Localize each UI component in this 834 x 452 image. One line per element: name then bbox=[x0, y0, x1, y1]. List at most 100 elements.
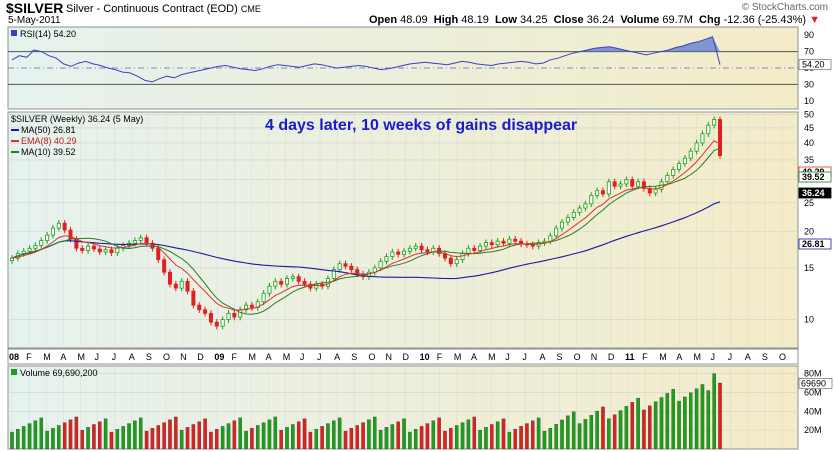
candle-body bbox=[483, 242, 488, 247]
volume-bar bbox=[162, 422, 166, 450]
volume-bar bbox=[150, 428, 155, 450]
candle-body bbox=[641, 181, 646, 189]
candle-body bbox=[302, 280, 307, 285]
candle-body bbox=[682, 157, 687, 165]
volume-bar bbox=[209, 431, 213, 450]
volume-bar bbox=[454, 425, 459, 450]
date-axis-label: J bbox=[522, 352, 527, 362]
date-axis-label: O bbox=[779, 352, 786, 362]
volume-bar bbox=[402, 418, 406, 450]
price-tick-label: 25 bbox=[804, 198, 814, 208]
date-axis-label: N bbox=[180, 352, 187, 362]
volume-bar bbox=[261, 422, 266, 450]
candle-body bbox=[179, 280, 184, 289]
candle-body bbox=[513, 238, 518, 242]
volume-bar bbox=[396, 421, 400, 450]
open-value: 48.09 bbox=[400, 14, 428, 26]
volume-tick-label: 60M bbox=[804, 387, 822, 397]
price-tick-label: 35 bbox=[804, 155, 814, 165]
date-axis-label: 09 bbox=[214, 352, 224, 362]
date-axis-label: N bbox=[591, 352, 598, 362]
volume-bar bbox=[449, 428, 453, 450]
candle-body bbox=[583, 203, 588, 209]
date-axis-label: N bbox=[385, 352, 392, 362]
date-axis-label: O bbox=[163, 352, 170, 362]
volume-bar bbox=[653, 401, 658, 450]
date-axis-label: M bbox=[454, 352, 462, 362]
candle-body bbox=[554, 227, 559, 237]
candle-body bbox=[618, 183, 623, 187]
candle-body bbox=[173, 283, 178, 289]
volume-bar bbox=[659, 397, 664, 450]
candle-body bbox=[694, 142, 699, 152]
rsi-last-box bbox=[798, 59, 832, 70]
price-panel bbox=[7, 111, 799, 349]
volume-bar bbox=[203, 418, 207, 450]
date-axis-label: M bbox=[249, 352, 256, 362]
high-value: 48.19 bbox=[461, 14, 489, 26]
chg-value: -12.36 (-25.43%) bbox=[723, 14, 807, 26]
date-axis-label: F bbox=[26, 352, 32, 362]
candle-body bbox=[402, 250, 407, 255]
volume-bar bbox=[68, 419, 73, 450]
date-axis-label: O bbox=[574, 352, 581, 362]
candle-body bbox=[296, 276, 301, 282]
candle-body bbox=[355, 269, 360, 275]
price-last-label: 39.52 bbox=[802, 172, 825, 182]
volume-bar bbox=[291, 424, 295, 450]
volume-bar bbox=[144, 430, 149, 450]
candle-body bbox=[132, 240, 137, 244]
volume-bar bbox=[413, 429, 418, 450]
candle-body bbox=[595, 190, 600, 196]
candle-body bbox=[267, 285, 272, 294]
volume-bar bbox=[648, 405, 652, 450]
volume-bar bbox=[33, 420, 38, 450]
volume-bar bbox=[98, 421, 102, 450]
candle-body bbox=[466, 247, 471, 254]
volume-bar bbox=[191, 424, 196, 450]
candle-body bbox=[612, 181, 617, 187]
volume-bar bbox=[460, 422, 465, 450]
date-axis-label: A bbox=[60, 352, 66, 362]
volume-bar bbox=[138, 417, 143, 450]
volume-bar bbox=[320, 426, 324, 450]
candle-body bbox=[197, 304, 202, 311]
volume-bar bbox=[156, 425, 161, 450]
volume-bar bbox=[700, 384, 705, 450]
volume-bar bbox=[507, 431, 512, 450]
copyright-label[interactable]: © StockCharts.com bbox=[741, 2, 828, 13]
candle-body bbox=[489, 242, 494, 246]
volume-bar bbox=[220, 426, 225, 450]
date-axis-label: A bbox=[676, 352, 682, 362]
candle-body bbox=[718, 119, 723, 156]
candle-body bbox=[413, 245, 418, 249]
candle-body bbox=[712, 119, 717, 126]
volume-bar bbox=[694, 388, 699, 450]
date-axis-label: S bbox=[351, 352, 357, 362]
date-axis-label: J bbox=[728, 352, 733, 362]
volume-bar bbox=[57, 425, 61, 450]
candle-body bbox=[226, 312, 231, 320]
volume-bar bbox=[285, 427, 289, 450]
candle-body bbox=[384, 256, 389, 262]
volume-bar bbox=[232, 420, 237, 450]
volume-bar bbox=[589, 415, 594, 450]
ma50-line bbox=[11, 201, 721, 280]
date-axis-label: M bbox=[659, 352, 667, 362]
candle-body bbox=[162, 259, 167, 273]
price-last-box bbox=[798, 187, 832, 199]
volume-bar bbox=[16, 429, 20, 450]
volume-bar bbox=[337, 417, 342, 450]
volume-bar bbox=[577, 423, 582, 450]
candle-body bbox=[560, 221, 565, 229]
close-value: 36.24 bbox=[586, 14, 615, 26]
volume-bar bbox=[472, 416, 476, 450]
candle-body bbox=[478, 245, 483, 251]
candle-body bbox=[208, 312, 213, 323]
volume-bar bbox=[244, 430, 248, 450]
candle-body bbox=[214, 321, 219, 327]
volume-bar bbox=[525, 423, 529, 450]
price-tick-label: 20 bbox=[804, 226, 814, 236]
volume-bar bbox=[39, 417, 44, 450]
volume-bar bbox=[127, 423, 131, 450]
